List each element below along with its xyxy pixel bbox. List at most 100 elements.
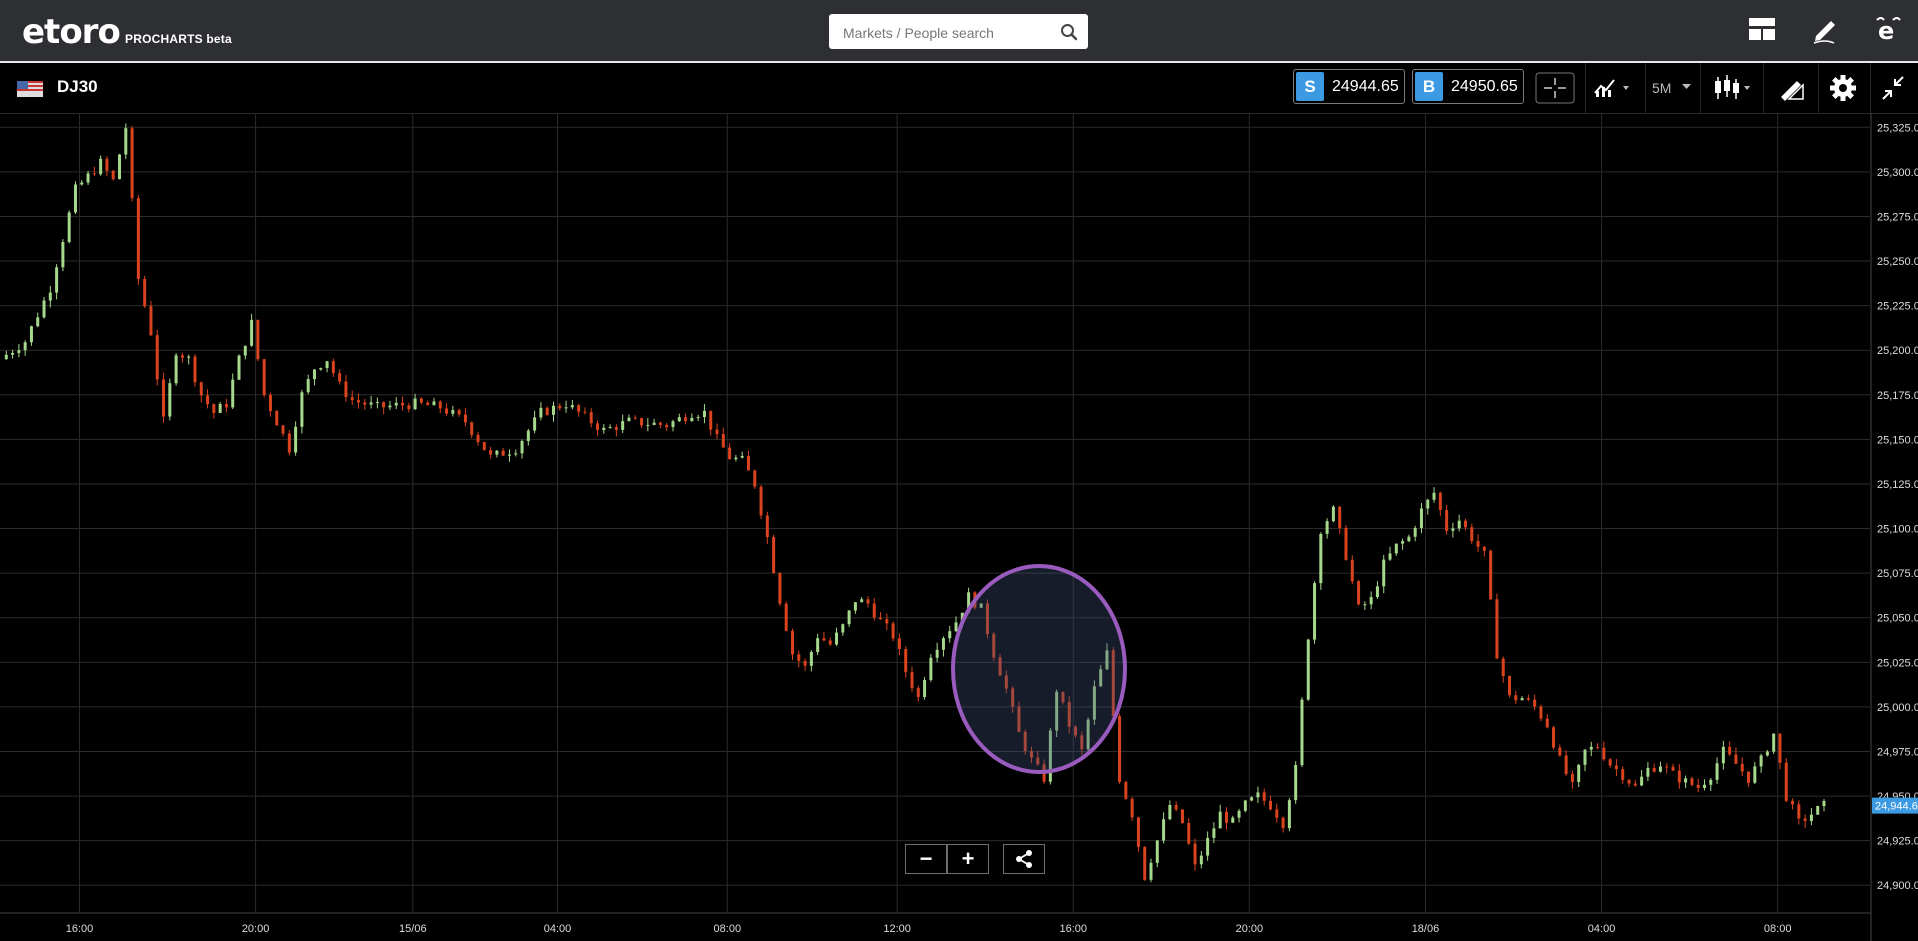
candle-body [627, 417, 631, 422]
candle-body [1470, 527, 1474, 541]
candle-body [4, 354, 8, 360]
candle-body [1136, 817, 1140, 847]
candle-body [709, 410, 713, 430]
sell-price: 24944.65 [1332, 78, 1399, 95]
candle-body [319, 368, 323, 370]
candle-body [124, 128, 128, 155]
toolbar-divider [1763, 63, 1764, 113]
candle-body [1099, 669, 1103, 687]
share-button[interactable] [1003, 844, 1045, 874]
candle-body [1224, 811, 1228, 823]
candle-body [1287, 800, 1291, 829]
candle-body [847, 610, 851, 625]
zoom-out-button[interactable]: − [905, 844, 947, 874]
search-input[interactable] [841, 14, 1055, 51]
x-tick-label: 04:00 [544, 923, 572, 935]
y-axis: 25,325.0 25,300.0 25,275.0 25,250.0 25,225.0… [1870, 113, 1918, 941]
candlestick-chart[interactable]: 25,325.0 25,300.0 25,275.0 25,250.0 25,225.0… [0, 113, 1918, 941]
candle-body [445, 408, 449, 414]
candle-body [1061, 691, 1065, 703]
candle-body [1080, 735, 1084, 750]
candle-body [401, 402, 405, 406]
collapse-icon[interactable] [1877, 71, 1911, 105]
logo-product-name: PROCHARTS beta [125, 32, 232, 46]
sell-button[interactable]: S 24944.65 [1293, 69, 1405, 104]
indicators-icon[interactable] [1592, 71, 1634, 105]
candle-body [778, 573, 782, 604]
search-box[interactable] [829, 14, 1088, 51]
candlestick-icon[interactable] [1710, 71, 1754, 105]
candle-body [1753, 766, 1757, 783]
candle-body [1501, 658, 1505, 677]
candle-body [1426, 499, 1430, 509]
candle-body [1747, 771, 1751, 783]
candle-body [375, 402, 379, 404]
candle-body [1772, 733, 1776, 752]
candle-body [1489, 550, 1493, 600]
candle-body [1816, 806, 1820, 815]
candle-body [1017, 706, 1021, 732]
candle-body [1004, 675, 1008, 689]
candle-body [784, 603, 788, 631]
candle-body [677, 417, 681, 422]
candle-body [1514, 695, 1518, 701]
candle-body [1105, 650, 1109, 670]
candle-body [507, 454, 511, 456]
candle-body [929, 657, 933, 681]
drawing-tools-icon[interactable] [1775, 71, 1809, 105]
candles [4, 123, 1826, 883]
x-tick-label: 12:00 [883, 923, 911, 935]
y-tick-label: 24,925.0 [1877, 836, 1918, 848]
candle-body [1256, 792, 1260, 798]
y-tick-label: 25,300.0 [1877, 167, 1918, 179]
candle-body [80, 182, 84, 185]
search-icon[interactable] [1060, 23, 1078, 41]
candle-body [67, 212, 71, 243]
candle-body [1306, 639, 1310, 700]
price-chart[interactable]: 25,325.0 25,300.0 25,275.0 25,250.0 25,225.0… [0, 113, 1918, 941]
timeframe-selector[interactable]: 5M [1652, 71, 1694, 105]
candle-body [1074, 726, 1078, 736]
candle-body [1627, 779, 1631, 784]
instrument-symbol[interactable]: DJ30 [57, 77, 98, 96]
gear-icon[interactable] [1826, 71, 1860, 105]
candle-body [1036, 757, 1040, 765]
candle-body [1508, 676, 1512, 696]
candle-body [1187, 823, 1191, 844]
y-tick-label: 25,100.0 [1877, 524, 1918, 536]
candle-body [419, 398, 423, 403]
candle-body [904, 649, 908, 673]
y-tick-label: 25,325.0 [1877, 122, 1918, 134]
candle-body [828, 640, 832, 645]
candle-body [1791, 800, 1795, 805]
candle-body [1086, 719, 1090, 750]
layout-icon[interactable] [1747, 14, 1777, 44]
candle-body [665, 424, 669, 428]
candle-body [967, 592, 971, 613]
candle-body [275, 411, 279, 426]
candle-body [1199, 855, 1203, 865]
candle-body [533, 417, 537, 431]
toolbar-divider [1585, 63, 1586, 113]
crosshair-icon[interactable] [1535, 71, 1575, 105]
buy-button[interactable]: B 24950.65 [1412, 69, 1524, 104]
etoro-e-icon[interactable]: e [1873, 14, 1903, 44]
candle-body [715, 429, 719, 435]
candle-body [1130, 798, 1134, 818]
zoom-in-button[interactable]: + [947, 844, 989, 874]
candle-body [1149, 862, 1153, 880]
y-tick-label: 25,150.0 [1877, 434, 1918, 446]
candle-body [816, 638, 820, 652]
candle-body [111, 170, 115, 180]
candle-body [740, 455, 744, 458]
timeframe-label: 5M [1652, 80, 1672, 96]
candle-body [1570, 774, 1574, 782]
candle-body [841, 624, 845, 633]
pencil-icon[interactable] [1810, 14, 1840, 44]
candle-body [1231, 817, 1235, 823]
candle-body [1180, 809, 1184, 824]
candle-body [382, 402, 386, 408]
candle-body [162, 379, 166, 417]
candle-body [250, 319, 254, 346]
candle-body [17, 350, 21, 353]
